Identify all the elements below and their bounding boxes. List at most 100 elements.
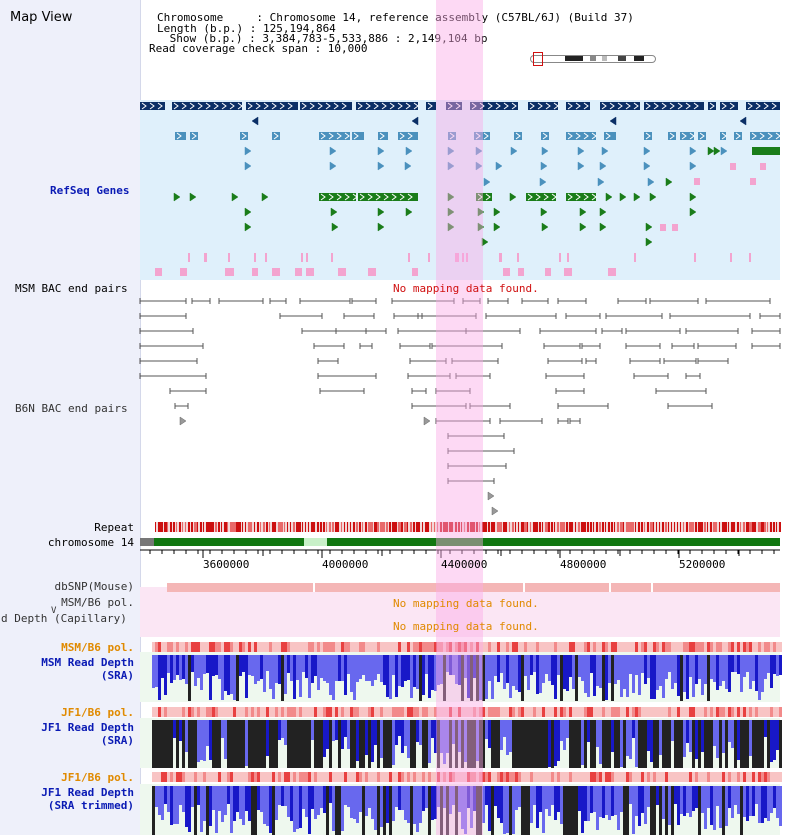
gene-feature bbox=[447, 207, 455, 217]
gene-feature bbox=[540, 161, 548, 171]
read-depth-bar bbox=[320, 720, 323, 768]
polymorphism-bin bbox=[572, 707, 575, 717]
polymorphism-bin bbox=[314, 772, 317, 782]
gene-feature bbox=[566, 132, 596, 140]
polymorphism-bin bbox=[701, 642, 704, 652]
read-depth-bar bbox=[398, 720, 401, 736]
polymorphism-bin bbox=[476, 642, 479, 652]
polymorphism-bin bbox=[281, 642, 284, 652]
polymorphism-bin bbox=[743, 707, 746, 717]
read-depth-bar bbox=[563, 655, 566, 689]
polymorphism-bin bbox=[629, 642, 632, 652]
jf1-read-depth-label[interactable]: JF1 Read Depth bbox=[41, 721, 134, 734]
b6n-bac-end-pairs-label[interactable]: B6N BAC end pairs bbox=[15, 402, 128, 415]
selected-region-highlight[interactable] bbox=[436, 0, 483, 835]
gene-feature bbox=[231, 192, 239, 202]
refseq-genes-label[interactable]: RefSeq Genes bbox=[50, 184, 130, 197]
chromosome-track-label[interactable]: chromosome 14 bbox=[47, 536, 134, 549]
show-range-info: Show (b.p.) : 3,384,783-5,533,886 : 2,14… bbox=[163, 32, 488, 45]
polymorphism-bin bbox=[155, 707, 158, 717]
repeat-feature bbox=[752, 522, 755, 532]
jf1-b6-pol-2-label[interactable]: JF1/B6 pol. bbox=[61, 771, 134, 784]
read-depth-bar bbox=[731, 786, 734, 818]
repeat-feature bbox=[314, 522, 315, 532]
repeat-feature bbox=[536, 522, 538, 532]
read-depth-bar bbox=[359, 786, 362, 812]
polymorphism-bin bbox=[317, 642, 320, 652]
polymorphism-bin bbox=[389, 772, 392, 782]
gene-feature bbox=[367, 193, 373, 201]
msm-b6-pol-label[interactable]: MSM/B6 pol. bbox=[61, 641, 134, 654]
msm-b6-pol-capillary-label[interactable]: MSM/B6 pol. bbox=[61, 596, 134, 609]
read-depth-bar bbox=[575, 720, 578, 768]
gene-feature bbox=[413, 102, 419, 110]
repeat-feature bbox=[443, 522, 446, 532]
read-depth-bar bbox=[392, 786, 395, 821]
polymorphism-bin bbox=[695, 707, 698, 717]
read-depth-bar bbox=[485, 655, 488, 699]
polymorphism-bin bbox=[302, 772, 305, 782]
polymorphism-bin bbox=[392, 642, 395, 652]
polymorphism-bin bbox=[596, 772, 599, 782]
polymorphism-bin bbox=[416, 707, 419, 717]
gene-feature bbox=[495, 102, 501, 110]
chromosome-ideogram[interactable] bbox=[530, 52, 656, 66]
repeat-feature bbox=[437, 522, 438, 532]
polymorphism-bin bbox=[419, 707, 422, 717]
polymorphism-bin bbox=[635, 772, 638, 782]
read-depth-bar bbox=[236, 655, 239, 701]
read-depth-bar bbox=[338, 720, 341, 768]
repeat-feature bbox=[266, 522, 268, 532]
polymorphism-bin bbox=[299, 772, 302, 782]
polymorphism-bin bbox=[629, 772, 632, 782]
polymorphism-bin bbox=[722, 707, 725, 717]
read-depth-bar bbox=[485, 786, 488, 805]
polymorphism-bin bbox=[521, 707, 524, 717]
polymorphism-bin bbox=[341, 707, 344, 717]
gene-feature bbox=[477, 207, 485, 217]
polymorphism-bin bbox=[377, 772, 380, 782]
polymorphism-bin bbox=[311, 642, 314, 652]
polymorphism-bin bbox=[725, 772, 728, 782]
msm-bac-end-pairs-label[interactable]: MSM BAC end pairs bbox=[15, 282, 128, 295]
gene-feature bbox=[645, 222, 653, 232]
read-depth-bar bbox=[308, 720, 311, 768]
jf1-b6-pol-label[interactable]: JF1/B6 pol. bbox=[61, 706, 134, 719]
polymorphism-bin bbox=[476, 707, 479, 717]
polymorphism-bin bbox=[371, 772, 374, 782]
read-depth-bar bbox=[332, 720, 335, 741]
read-depth-bar bbox=[245, 655, 248, 698]
repeat-label[interactable]: Repeat bbox=[94, 521, 134, 534]
read-depth-bar bbox=[239, 720, 242, 768]
read-depth-bar bbox=[500, 720, 503, 750]
dbsnp-label[interactable]: dbSNP(Mouse) bbox=[54, 580, 134, 593]
jf1-read-depth-trimmed-label[interactable]: JF1 Read Depth bbox=[41, 786, 134, 799]
read-depth-bar bbox=[260, 786, 263, 812]
read-depth-bar bbox=[296, 720, 299, 768]
polymorphism-bin bbox=[215, 642, 218, 652]
read-depth-bar bbox=[521, 720, 524, 768]
read-depth-bar bbox=[683, 786, 686, 816]
polymorphism-bin bbox=[776, 772, 779, 782]
polymorphism-bin bbox=[527, 707, 530, 717]
read-depth-bar bbox=[674, 655, 677, 683]
read-depth-capillary-label[interactable]: d Depth (Capillary) bbox=[1, 612, 127, 625]
gene-feature bbox=[272, 132, 280, 140]
polymorphism-bin bbox=[254, 642, 257, 652]
gene-feature bbox=[634, 253, 636, 262]
polymorphism-bin bbox=[317, 772, 320, 782]
read-depth-bar bbox=[737, 655, 740, 674]
read-depth-bar bbox=[680, 786, 683, 814]
read-depth-bar bbox=[287, 720, 290, 768]
polymorphism-bin bbox=[623, 707, 626, 717]
msm-read-depth-label[interactable]: MSM Read Depth bbox=[41, 656, 134, 669]
read-depth-bar bbox=[572, 786, 575, 835]
gene-feature bbox=[668, 132, 676, 140]
read-depth-bar bbox=[323, 655, 326, 681]
read-depth-bar bbox=[707, 786, 710, 808]
repeat-feature bbox=[254, 522, 255, 532]
polymorphism-bin bbox=[602, 642, 605, 652]
read-depth-bar bbox=[650, 720, 653, 762]
gene-feature bbox=[475, 161, 483, 171]
